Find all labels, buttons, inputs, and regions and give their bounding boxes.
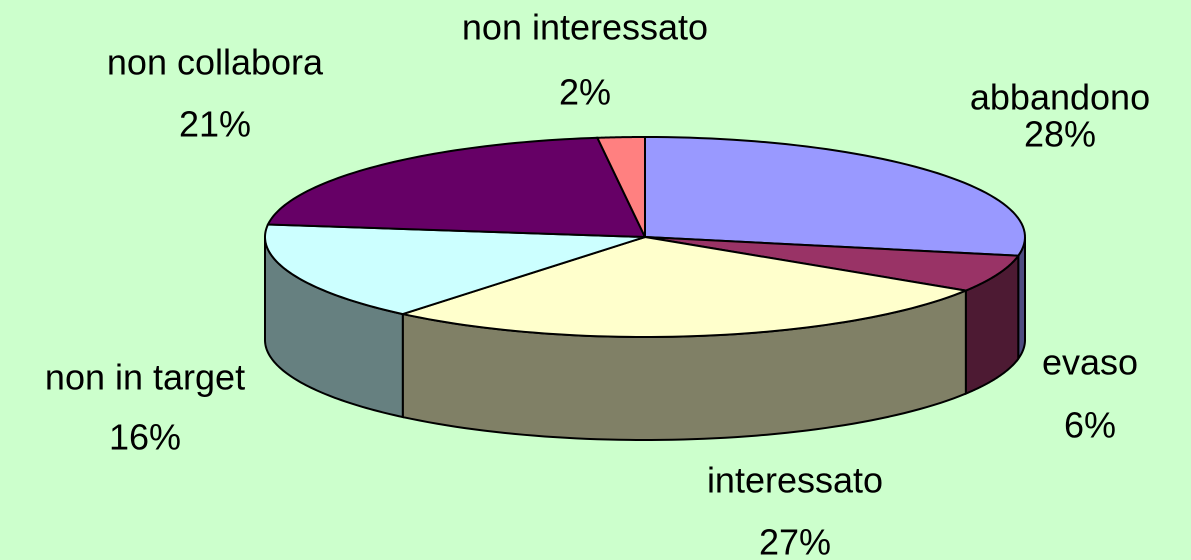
slice-label: non interessato	[462, 7, 708, 48]
slice-label: non in target	[45, 357, 245, 398]
slice-label: interessato	[707, 460, 883, 501]
pie-slice	[644, 236, 1021, 292]
slice-label: non collabora	[107, 42, 324, 83]
slice-value-label: 2%	[559, 72, 611, 113]
pie-slice	[595, 136, 646, 238]
slice-value-label: 28%	[1024, 114, 1096, 155]
pie-slice	[266, 136, 647, 239]
pie-slice	[264, 223, 646, 316]
slice-value-label: 6%	[1064, 405, 1116, 446]
slice-value-label: 16%	[109, 417, 181, 458]
pie-slice	[644, 135, 1026, 257]
slice-label: abbandono	[970, 77, 1150, 118]
pie-slice	[398, 235, 970, 338]
slice-value-label: 27%	[759, 522, 831, 560]
slice-value-label: 21%	[179, 104, 251, 145]
slice-label: evaso	[1042, 342, 1138, 383]
